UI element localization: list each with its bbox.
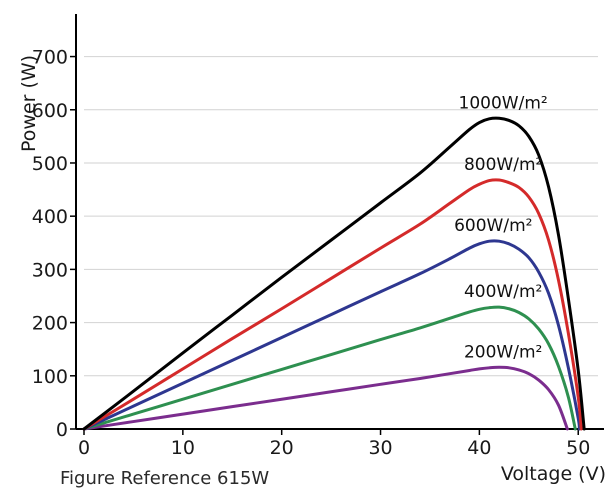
series-line-800wm (82, 178, 583, 431)
series-line-1000wm (82, 116, 586, 431)
footer-note: Figure Reference 615W (60, 468, 269, 489)
x-tick-label-40: 40 (467, 437, 491, 459)
series-label-200wm: 200W/m² (464, 342, 542, 362)
x-axis-title: Voltage (V) (501, 463, 606, 485)
y-tick-label-0: 0 (56, 419, 68, 441)
series-layer (82, 116, 586, 431)
series-line-200wm (82, 365, 569, 431)
x-tick-label-10: 10 (171, 437, 195, 459)
series-line-600wm (82, 239, 581, 431)
grid (84, 56, 598, 377)
y-tick-label-100: 100 (32, 366, 68, 388)
series-label-400wm: 400W/m² (464, 282, 542, 302)
y-tick-label-500: 500 (32, 153, 68, 175)
y-axis-title: Power (W) (18, 55, 40, 152)
series-line-400wm (82, 305, 577, 431)
series-label-600wm: 600W/m² (454, 216, 532, 236)
series-label-1000wm: 1000W/m² (459, 93, 548, 113)
series-label-800wm: 800W/m² (464, 155, 542, 175)
y-tick-label-300: 300 (32, 259, 68, 281)
x-tick-label-20: 20 (270, 437, 294, 459)
x-tick-label-0: 0 (78, 437, 90, 459)
x-tick-label-50: 50 (566, 437, 590, 459)
y-tick-label-600: 600 (32, 100, 68, 122)
y-tick-label-200: 200 (32, 313, 68, 335)
y-tick-label-700: 700 (32, 47, 68, 69)
labels-layer: 1000W/m² 800W/m² 600W/m² 400W/m² 200W/m² (454, 93, 548, 362)
axes: 0 100 200 300 400 500 600 700 0 10 20 30 40 50 (32, 14, 604, 459)
x-tick-label-30: 30 (368, 437, 392, 459)
y-tick-label-400: 400 (32, 206, 68, 228)
